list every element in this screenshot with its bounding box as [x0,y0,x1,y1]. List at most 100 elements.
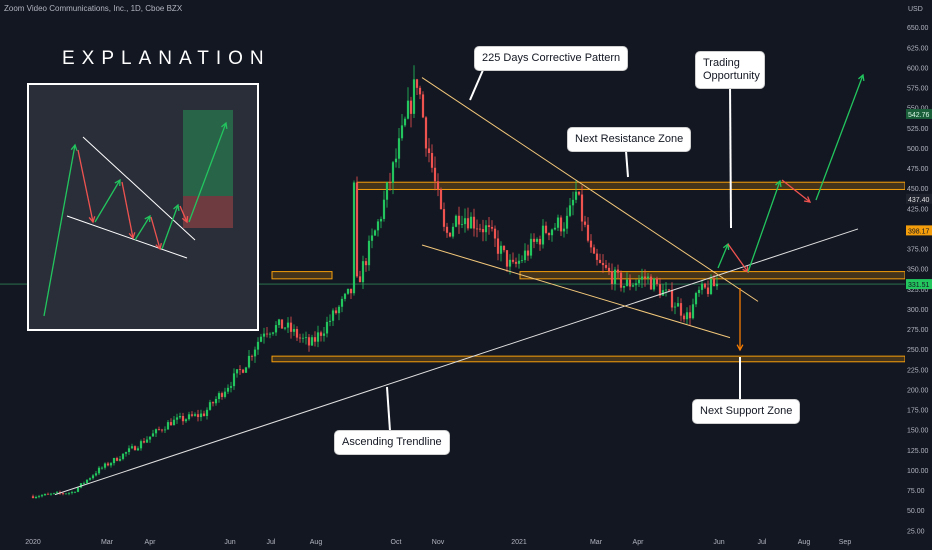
expl-arrow-5 [134,215,151,241]
candle-body [127,448,131,453]
candle-body [64,493,68,495]
expl-arrow-4 [121,181,134,239]
y-tick-label: 350.00 [907,267,929,274]
candle-body [163,429,167,431]
expl-arrow-7 [161,204,179,250]
candle-body [148,436,152,440]
candle-body [367,240,371,266]
candle-body [175,417,179,420]
candle-body [403,118,407,126]
candle-body [565,215,569,229]
candle-body [499,245,503,254]
candle-body [61,493,65,495]
ascending-trendline-label: Ascending Trendline [335,431,449,454]
candle-body [82,483,86,484]
candle-body [205,409,209,417]
candle-body [697,289,701,294]
candle-body [124,452,128,454]
candle-body [187,414,191,420]
candle-body [235,369,239,374]
candle-body [667,289,671,291]
candle-body [250,355,254,357]
candle-body [49,493,53,495]
candle-body [487,225,491,228]
candle-body [670,290,674,308]
candle-body [217,393,221,399]
candle-body [682,315,686,320]
candle-body [607,267,611,272]
price-tag-1: 437.40 [908,197,930,204]
pattern-lower-line [421,244,731,339]
candle-body [550,229,554,236]
candle-body [544,225,548,233]
explanation-title: EXPLANATION [62,48,271,69]
trading-opportunity-label: Trading Opportunity [696,52,764,88]
candle-body [586,224,590,241]
x-tick-label: Jun [713,539,724,546]
candle-body [526,250,530,256]
candle-body [145,439,149,443]
candle-body [571,199,575,206]
x-tick-label: 2020 [25,539,41,546]
x-tick-label: 2021 [511,539,527,546]
candle-body [292,329,296,332]
candle-body [646,276,650,279]
candle-body [466,218,470,229]
candle-body [652,278,656,290]
x-tick-label: Sep [839,539,852,546]
expl-arrow-1-head [70,143,78,151]
y-axis-bg [905,0,932,550]
candle-body [442,209,446,227]
x-tick-label: Apr [145,539,157,546]
candle-body [604,265,608,268]
candle-body [691,304,695,319]
candle-body [496,238,500,254]
candle-body [202,413,206,417]
candle-body [409,100,413,114]
candle-body [289,322,293,332]
candle-body [268,333,272,335]
candle-body [637,279,641,284]
candle-body [154,429,158,434]
candle-body [628,279,632,287]
explanation-stop-zone [183,196,233,228]
candle-body [103,463,107,468]
y-tick-label: 275.00 [907,327,929,334]
candle-body [142,441,146,443]
candle-body [265,333,269,335]
candle-body [472,216,476,229]
y-tick-label: 600.00 [907,65,929,72]
candle-body [346,288,350,294]
candle-body [493,228,497,239]
candle-body [226,387,230,392]
candle-body [595,253,599,260]
candle-body [76,487,80,492]
projection-retest [781,179,811,203]
candle-body [358,276,362,283]
x-tick-label: Jun [224,539,235,546]
candle-body [451,226,455,237]
candle-body [229,386,233,388]
candle-body [40,495,44,497]
candle-body [133,446,137,451]
projection-retest-head [803,196,812,203]
candle-body [322,333,326,336]
candle-body [421,94,425,118]
candle-body [136,448,140,451]
next-resistance-label: Next Resistance Zone [568,128,691,151]
candle-body [223,391,227,397]
candle-body [547,232,551,236]
overlays-layer [27,69,865,496]
y-tick-label: 425.00 [907,206,929,213]
candle-body [46,493,50,495]
candle-body [463,218,467,225]
candle-body [55,492,59,494]
x-tick-label: Aug [310,539,323,546]
candle-body [247,355,251,368]
expl-arrow-9 [188,122,227,223]
candle-body [208,402,212,410]
expl-arrow-4-head [128,232,136,240]
candle-body [655,278,659,285]
candle-body [373,230,377,236]
